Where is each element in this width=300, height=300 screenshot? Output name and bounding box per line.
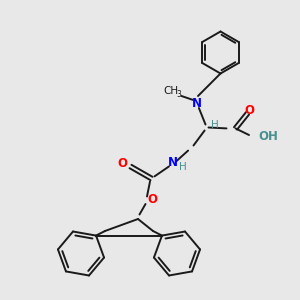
Text: H: H — [179, 161, 187, 172]
Text: OH: OH — [258, 130, 278, 143]
Text: O: O — [147, 193, 157, 206]
Text: CH: CH — [164, 86, 178, 97]
Text: 3: 3 — [177, 90, 182, 99]
Text: O: O — [118, 157, 128, 170]
Text: O: O — [244, 104, 254, 117]
Text: H: H — [211, 119, 218, 130]
Text: N: N — [167, 156, 178, 170]
Text: N: N — [191, 97, 202, 110]
